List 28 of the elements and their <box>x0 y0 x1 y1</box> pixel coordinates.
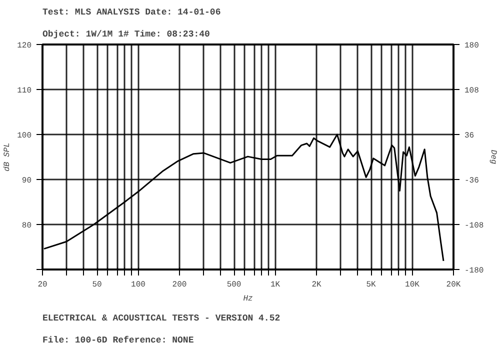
x-tick-label: 20K <box>446 280 461 290</box>
y2-tick-label: -36 <box>464 176 480 186</box>
y2-tick-label: 108 <box>464 86 480 96</box>
x-axis-title: Hz <box>243 294 253 304</box>
x-tick-label: 20 <box>38 280 48 290</box>
y2-tick-label: -180 <box>464 266 484 276</box>
x-tick-label: 200 <box>172 280 187 290</box>
y-tick-label: 110 <box>17 86 32 96</box>
x-tick-label: 2K <box>312 280 322 290</box>
text: File: 100-6D Reference: NONE <box>42 336 194 346</box>
y-axis-title: dB SPL <box>3 142 12 172</box>
x-tick-label: 10K <box>405 280 420 290</box>
y-tick-label: 80 <box>22 222 32 230</box>
x-tick-label: 100 <box>131 280 146 290</box>
y2-tick-label: 180 <box>464 42 480 50</box>
y-tick-label: 120 <box>17 42 32 50</box>
x-tick-label: 1K <box>270 280 280 290</box>
y-tick-label: 100 <box>17 132 32 140</box>
y2-axis-title: Deg <box>488 150 498 164</box>
chart-subtitle: Object: 1W/1M 1# Time: 08:23:40 <box>42 30 210 40</box>
y2-tick-label: 36 <box>464 132 474 140</box>
y2-tick-label: -108 <box>464 222 484 230</box>
x-tick-label: 50 <box>92 280 102 290</box>
x-tick-label: 5K <box>366 280 376 290</box>
chart-title: Test: MLS ANALYSIS Date: 14-01-06 <box>42 8 221 18</box>
y-tick-label: 90 <box>22 176 32 186</box>
x-tick-label: 500 <box>226 280 242 290</box>
text: ELECTRICAL & ACOUSTICAL TESTS - VERSION 4.52 <box>42 314 280 324</box>
